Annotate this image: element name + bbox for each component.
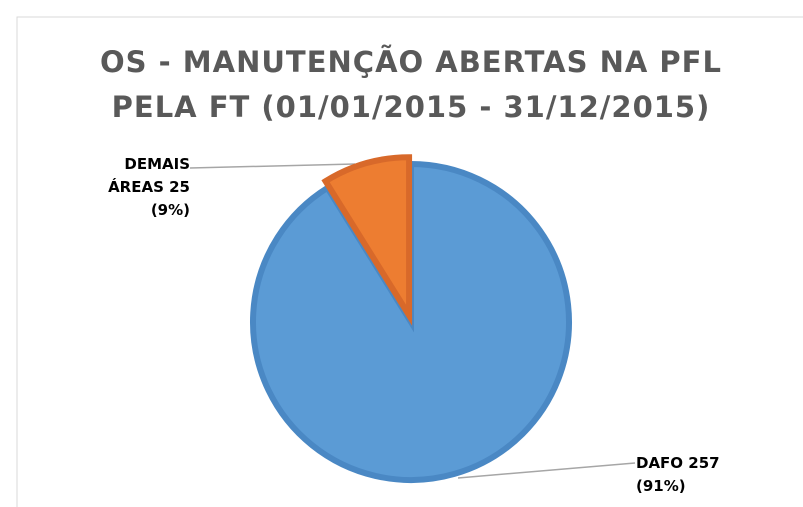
chart-title-line: OS - MANUTENÇÃO ABERTAS NA PFL xyxy=(100,45,722,79)
data-label: DAFO 257 (91%) xyxy=(636,452,756,498)
label-value: 257 (91%) xyxy=(636,454,720,495)
leader-line xyxy=(189,163,356,169)
label-category: DEMAIS ÁREAS xyxy=(108,155,190,196)
data-label: DEMAIS ÁREAS 25 (9%) xyxy=(98,153,190,222)
pie-slice xyxy=(321,154,413,326)
label-value: 25 (9%) xyxy=(150,178,190,219)
chart-title-line: PELA FT (01/01/2015 - 31/12/2015) xyxy=(112,90,711,124)
label-category: DAFO xyxy=(636,454,684,472)
leader-line xyxy=(457,462,636,479)
